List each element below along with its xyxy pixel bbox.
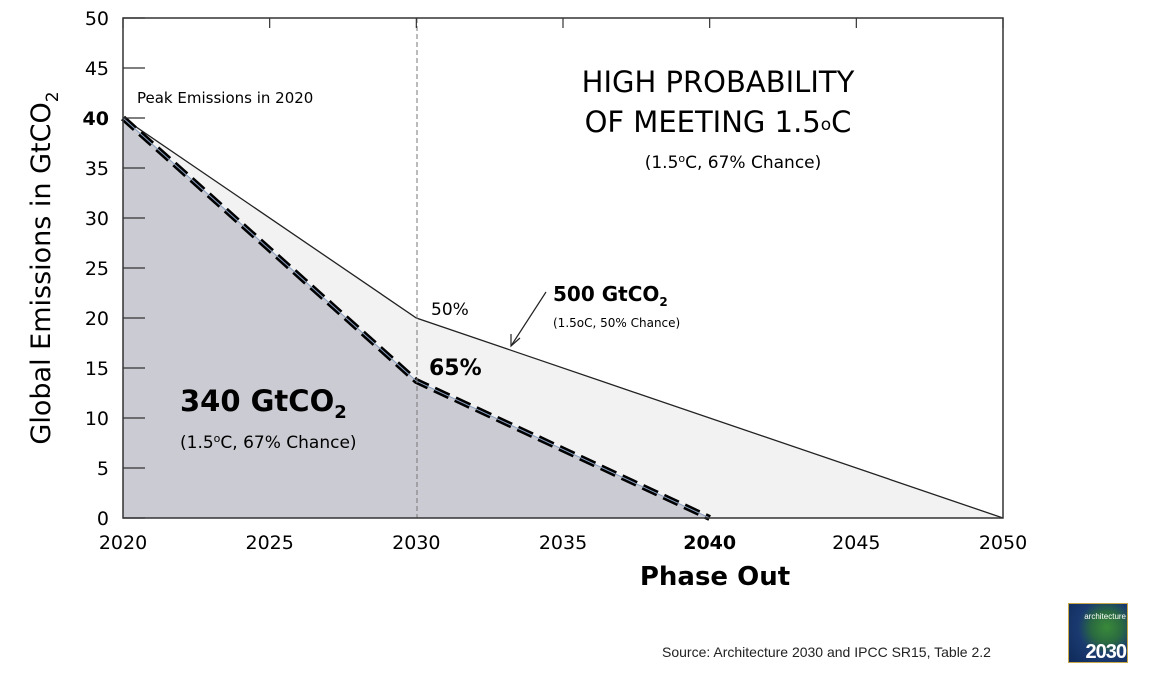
headline-line2: OF MEETING 1.5oC: [585, 105, 852, 139]
x-tick-label: 2030: [392, 532, 440, 554]
y-tick-label: 20: [85, 308, 109, 330]
x-tick-label: 2025: [245, 532, 293, 554]
budget-340-label: 340 GtCO2: [180, 384, 347, 423]
x-tick-label: 2045: [832, 532, 880, 554]
y-tick-label: 35: [85, 158, 109, 180]
y-axis-label: Global Emissions in GtCO2: [26, 91, 63, 444]
budget-500-arrow: [510, 291, 547, 347]
line-series-2-center: [122, 117, 710, 519]
y-tick-label: 10: [85, 408, 109, 430]
y-tick-label: 0: [97, 508, 109, 530]
budget-500-label: 500 GtCO2: [553, 282, 668, 309]
headline-line1: HIGH PROBABILITY: [582, 65, 855, 99]
y-tick-label: 40: [83, 108, 109, 130]
label-50pct: 50%: [431, 300, 469, 320]
label-65pct: 65%: [429, 356, 482, 381]
y-tick-label: 15: [85, 358, 109, 380]
architecture-2030-logo: architecture 2030: [1068, 603, 1128, 663]
area-series-2: [123, 118, 710, 518]
line-series-1: [122, 117, 1004, 519]
budget-500-sub: (1.5oC, 50% Chance): [553, 316, 680, 330]
y-tick-label: 5: [97, 458, 109, 480]
y-tick-label: 30: [85, 208, 109, 230]
y-tick-label: 50: [85, 8, 109, 30]
x-axis-label: Phase Out: [640, 562, 790, 592]
y-tick-label: 25: [85, 258, 109, 280]
y-tick-label: 45: [85, 58, 109, 80]
x-tick-label: 2040: [683, 532, 736, 554]
budget-340-sub: (1.5oC, 67% Chance): [180, 432, 357, 453]
headline-sub: (1.5oC, 67% Chance): [645, 152, 822, 173]
x-tick-label: 2050: [979, 532, 1027, 554]
source-citation: Source: Architecture 2030 and IPCC SR15,…: [662, 644, 991, 660]
arrow-head: [510, 334, 521, 348]
peak-label: Peak Emissions in 2020: [137, 89, 313, 107]
x-tick-label: 2035: [539, 532, 587, 554]
x-tick-label: 2020: [99, 532, 147, 554]
